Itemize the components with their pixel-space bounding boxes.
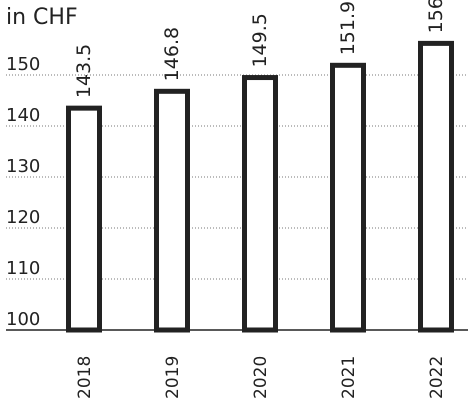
y-tick-label-140: 140: [6, 105, 40, 126]
value-label-2020: 149.5: [249, 13, 271, 67]
bar-2021: [330, 62, 366, 333]
category-label-2021: 2021: [339, 356, 359, 399]
value-label-2022: 156.2: [425, 0, 447, 33]
bar-2019: [154, 88, 190, 333]
y-tick-label-150: 150: [6, 54, 40, 75]
grid-layer: [6, 74, 468, 331]
bar-2022: [418, 40, 454, 333]
y-tick-label-130: 130: [6, 156, 40, 177]
y-tick-label-120: 120: [6, 207, 40, 228]
bar-2020: [242, 75, 278, 333]
value-label-2018: 143.5: [73, 44, 95, 98]
category-label-2019: 2019: [163, 356, 183, 399]
value-label-2021: 151.9: [337, 1, 359, 55]
y-axis-title: in CHF: [6, 5, 78, 30]
category-label-2018: 2018: [75, 356, 95, 399]
y-tick-label-100: 100: [6, 309, 40, 330]
bar-2018: [66, 105, 102, 333]
labels-layer: 100 110 120 130 140 150 143.5 2018 146.8 2019 149.…: [6, 0, 447, 399]
bars-layer: [66, 40, 454, 333]
category-label-2022: 2022: [427, 356, 447, 399]
y-tick-label-110: 110: [6, 258, 40, 279]
value-label-2019: 146.8: [161, 27, 183, 81]
category-label-2020: 2020: [251, 356, 271, 399]
